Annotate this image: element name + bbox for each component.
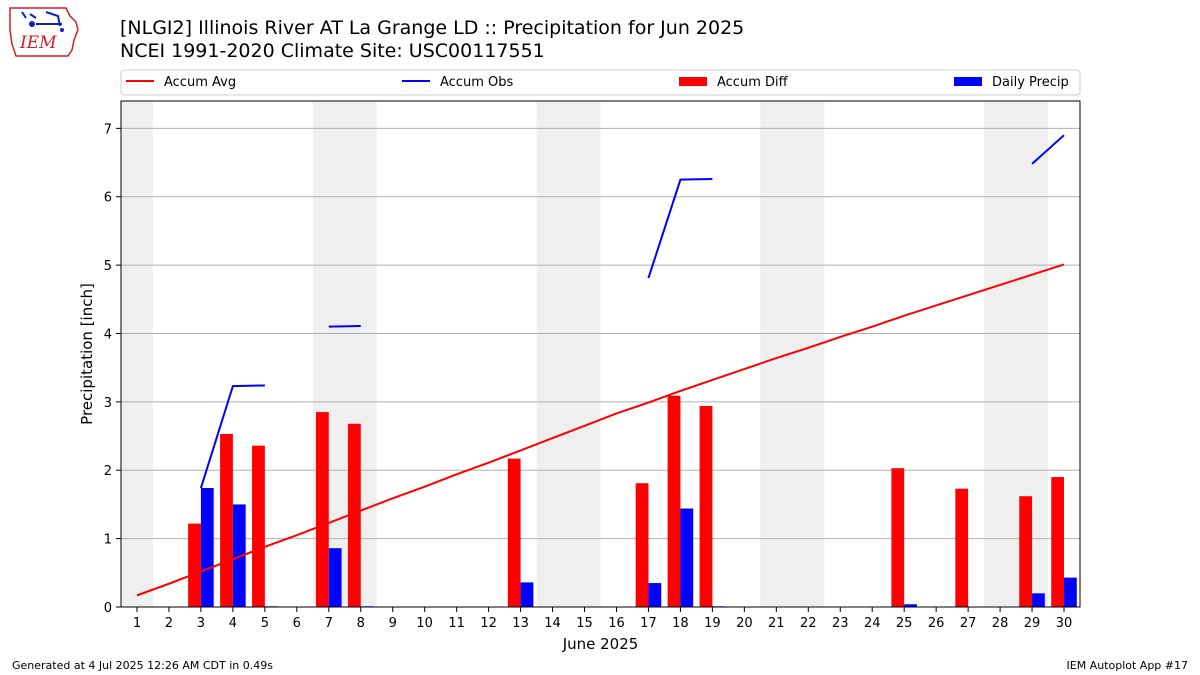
daily-precip-bar <box>520 582 534 607</box>
x-tick-label: 20 <box>736 616 753 631</box>
x-tick-label: 25 <box>896 616 913 631</box>
x-tick-label: 21 <box>768 616 785 631</box>
x-tick-label: 2 <box>165 616 173 631</box>
legend-swatch-bar <box>954 77 982 86</box>
x-tick-label: 30 <box>1056 616 1073 631</box>
x-tick-label: 17 <box>640 616 657 631</box>
legend-label: Accum Diff <box>717 75 789 90</box>
x-tick-label: 22 <box>800 616 817 631</box>
x-tick-label: 23 <box>832 616 849 631</box>
legend-label: Accum Avg <box>164 75 236 90</box>
x-tick-label: 24 <box>864 616 881 631</box>
weekend-band <box>536 101 601 607</box>
x-tick-label: 5 <box>261 616 269 631</box>
x-tick-label: 6 <box>293 616 301 631</box>
app-credit: IEM Autoplot App #17 <box>1066 659 1189 672</box>
x-axis-label: June 2025 <box>562 635 639 653</box>
chart-subtitle: NCEI 1991-2020 Climate Site: USC00117551 <box>120 40 545 62</box>
accum-diff-bar <box>188 523 201 607</box>
chart-title: [NLGI2] Illinois River AT La Grange LD :… <box>120 17 745 39</box>
y-axis-label: Precipitation [inch] <box>78 283 96 425</box>
accum-diff-bar <box>891 468 905 607</box>
x-tick-label: 26 <box>928 616 945 631</box>
legend-swatch-bar <box>679 77 707 86</box>
daily-precip-bar <box>200 488 214 607</box>
legend-label: Accum Obs <box>440 75 513 90</box>
legend-box <box>120 69 1081 96</box>
accum-diff-bar <box>667 395 681 607</box>
iem-logo-text: IEM <box>19 33 57 53</box>
accum-diff-bar <box>347 423 361 607</box>
x-tick-label: 19 <box>704 616 721 631</box>
accum-avg-line <box>136 263 1065 597</box>
accum-diff-bar <box>635 483 649 607</box>
x-tick-label: 11 <box>448 616 465 631</box>
x-tick-label: 18 <box>672 616 689 631</box>
generated-timestamp: Generated at 4 Jul 2025 12:26 AM CDT in … <box>12 659 273 672</box>
y-tick-label: 3 <box>104 396 112 411</box>
iem-logo: IEM <box>9 7 79 57</box>
weekend-band <box>121 101 153 607</box>
y-tick-label: 2 <box>104 464 112 479</box>
accum-obs-line <box>1031 134 1065 165</box>
daily-precip-bar <box>1032 593 1045 607</box>
x-tick-label: 13 <box>512 616 529 631</box>
legend-label: Daily Precip <box>992 75 1069 90</box>
accum-obs-line <box>328 324 361 328</box>
accum-obs-line <box>647 177 713 279</box>
x-tick-label: 28 <box>992 616 1009 631</box>
x-tick-label: 27 <box>960 616 977 631</box>
daily-precip-bar <box>648 583 662 607</box>
plot-frame <box>120 100 1081 608</box>
weekend-band <box>984 101 1049 607</box>
x-tick-label: 8 <box>357 616 365 631</box>
y-tick-label: 0 <box>104 601 112 616</box>
x-tick-label: 9 <box>389 616 397 631</box>
y-tick-label: 1 <box>104 533 112 548</box>
daily-precip-bar <box>328 548 342 607</box>
x-tick-label: 4 <box>229 616 237 631</box>
x-tick-label: 3 <box>197 616 205 631</box>
x-tick-label: 16 <box>608 616 625 631</box>
accum-obs-line <box>199 384 265 489</box>
x-tick-label: 14 <box>544 616 561 631</box>
x-tick-label: 12 <box>480 616 497 631</box>
accum-diff-bar <box>699 405 713 607</box>
daily-precip-bar <box>904 604 917 607</box>
accum-diff-bar <box>1051 477 1065 607</box>
daily-precip-bar <box>680 508 694 607</box>
accum-diff-bar <box>315 412 329 607</box>
x-tick-label: 7 <box>325 616 333 631</box>
accum-diff-bar <box>507 458 521 607</box>
x-tick-label: 15 <box>576 616 593 631</box>
daily-precip-bar <box>1064 577 1077 607</box>
iowa-outline-icon <box>9 7 79 57</box>
accum-diff-bar <box>955 488 969 607</box>
x-tick-label: 29 <box>1024 616 1041 631</box>
legend: Accum Avg Accum Obs Accum Diff Daily Precip <box>120 69 1081 96</box>
y-tick-label: 5 <box>104 259 112 274</box>
accum-diff-bar <box>1019 496 1033 607</box>
x-tick-label: 1 <box>133 616 141 631</box>
accum-diff-bar <box>220 434 233 607</box>
accum-diff-bar <box>252 445 265 607</box>
y-tick-label: 4 <box>104 327 112 342</box>
x-tick-label: 10 <box>416 616 433 631</box>
y-tick-label: 6 <box>104 191 112 206</box>
y-tick-label: 7 <box>104 122 112 137</box>
